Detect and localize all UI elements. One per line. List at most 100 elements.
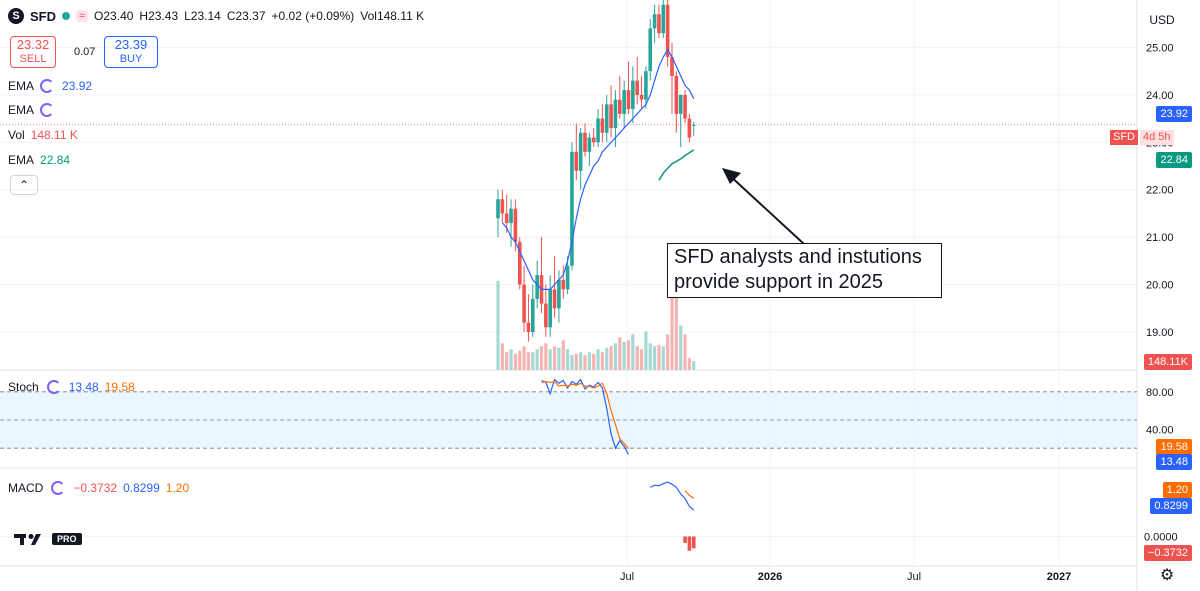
volume-bar [692,361,696,370]
grid [0,0,1138,591]
volume-bar [666,334,670,370]
stoch-tick-label: 40.00 [1146,424,1174,436]
candle-body [687,118,692,138]
volume-bar [561,340,565,370]
volume-bar [574,353,578,370]
candle-body [644,71,648,100]
volume-bar [548,349,552,370]
tv-logo-icon [14,534,41,545]
volume-bar [522,346,526,370]
sell-price: 23.32 [16,37,50,52]
vol-legend[interactable]: Vol 148.11 K [8,128,78,142]
stoch-legend[interactable]: Stoch 13.48 19.58 [8,380,135,394]
candle-body [574,151,579,171]
price-tick-label: 25.00 [1146,42,1174,54]
macd-hist-bar [687,536,692,551]
sell-label: SELL [19,53,47,65]
annotation-callout[interactable]: SFD analysts and instutions provide supp… [667,243,942,298]
stoch-d-value: 19.58 [104,380,135,394]
ema-fast-line [501,48,695,290]
volume-bar [539,346,544,370]
macd-signal-line [684,490,695,499]
ema1-value: 23.92 [62,79,93,93]
refresh-icon[interactable] [51,481,66,495]
candle-body [522,284,526,323]
price-tick-label: 20.00 [1146,280,1174,292]
ema3-value: 22.84 [40,153,71,167]
currency-selector[interactable]: USD [1149,13,1175,27]
gear-icon[interactable]: ⚙ [1159,567,1175,584]
buy-button[interactable]: 23.39 BUY [104,36,158,68]
ema2-name: EMA [8,103,35,117]
macd-line-value: 0.8299 [123,481,160,495]
candle-body [544,303,548,328]
volume-bar [670,278,674,370]
macd-hist-axis-label: −0.3732 [1143,545,1192,561]
candle-body [661,4,666,34]
ema-lines [501,48,695,290]
stoch-name: Stoch [8,380,39,394]
tradingview-logo[interactable]: PRO [14,532,82,546]
volume-bar [600,352,604,370]
candle-body [665,4,670,57]
candle-body [517,241,522,285]
candle-body [596,118,600,143]
volume-bar [618,337,622,370]
arrow-head-icon [722,168,741,184]
volume-bar [605,347,609,370]
time-tick-label: 2026 [758,571,782,583]
symbol-name[interactable]: SFD [30,8,56,24]
volume-bar [644,331,648,370]
candle-body [526,322,531,333]
volume-bar [496,280,500,370]
volume-bar [639,349,644,370]
macd-legend[interactable]: MACD −0.3732 0.8299 1.20 [8,481,189,495]
price-tag-symbol: SFD [1110,130,1138,145]
ema2-legend[interactable]: EMA [8,103,62,117]
pro-badge: PRO [52,533,82,545]
ema3-name: EMA [8,153,35,167]
macd-name: MACD [8,481,44,495]
volume-value: Vol148.11 K [360,9,425,23]
macd-signal-value: 1.20 [165,481,190,495]
annotation-arrow [722,168,805,245]
volume-bar [518,350,522,370]
collapse-legend-button[interactable]: ⌃ [10,175,38,195]
change-value: +0.02 (+0.09%) [271,9,355,23]
volume-bar [657,344,661,370]
price-tick-label: 24.00 [1146,90,1174,102]
refresh-icon[interactable] [40,79,55,93]
volume-bar [531,352,535,370]
price-tag: SFD 4d 5h [1110,130,1174,145]
volume-bar [509,349,513,370]
open-value: O23.40 [94,9,134,23]
candle-body [531,298,535,333]
volume-bar [596,349,600,370]
volume-bar [683,334,687,370]
candle-body [600,118,605,133]
refresh-icon[interactable] [40,103,55,117]
volume-bar [687,358,691,370]
low-value: L23.14 [184,9,221,23]
stoch-k-line [541,378,630,455]
sell-button[interactable]: 23.32 SELL [10,36,56,68]
ema1-legend[interactable]: EMA 23.92 [8,79,92,93]
candle-body [591,137,596,143]
volume-bar [609,346,613,370]
volume-bar [513,353,517,370]
candle-body [674,75,679,114]
price-tag-countdown: 4d 5h [1140,130,1174,145]
refresh-icon[interactable] [46,380,61,394]
candle-body [513,208,518,242]
close-value: C23.37 [226,9,266,23]
volume-bar [622,341,626,370]
candle-body [622,90,626,114]
ema3-legend[interactable]: EMA 22.84 [8,153,70,167]
volume-axis-label: 148.11K [1143,354,1192,370]
candle-body [561,279,566,290]
macd-hist-value: −0.3732 [73,481,118,495]
volume-bar [592,353,596,370]
candle-body [639,94,644,100]
